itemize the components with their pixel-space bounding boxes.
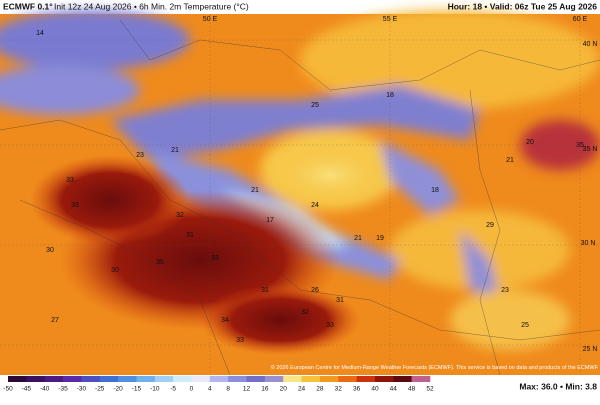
grid-label: 30 N [581, 240, 596, 247]
grid-label: 60 E [573, 16, 588, 23]
grid-label: 25 N [583, 346, 598, 353]
colorbar-label: -50 [3, 386, 13, 393]
temperature-label: 18 [386, 92, 394, 99]
temperature-label: 35 [576, 142, 584, 149]
temperature-label: 23 [501, 287, 509, 294]
colorbar-label: 36 [353, 386, 361, 393]
colorbar-segment [8, 376, 27, 382]
colorbar-segment [209, 376, 229, 382]
colorbar-label: -35 [58, 386, 68, 393]
grid-label: 55 E [383, 16, 398, 23]
temperature-label: 33 [211, 255, 219, 262]
colorbar-label: -20 [113, 386, 123, 393]
colorbar-segment [99, 376, 119, 382]
colorbar-segment [81, 376, 101, 382]
colorbar-segment [154, 376, 174, 382]
colorbar-segment [26, 376, 45, 382]
colorbar-label: 0 [190, 386, 194, 393]
temperature-label: 35 [156, 259, 164, 266]
colorbar-segment [191, 376, 211, 382]
temperature-label: 14 [36, 30, 44, 37]
colorbar-segment [63, 376, 82, 382]
colorbar-label: 32 [335, 386, 343, 393]
colorbar-label: 16 [261, 386, 269, 393]
colorbar-label: -10 [150, 386, 160, 393]
grid-label: 40 N [583, 41, 598, 48]
temperature-label: 25 [521, 322, 529, 329]
temperature-label: 31 [261, 287, 269, 294]
colorbar-label: -5 [170, 386, 176, 393]
model-name: ECMWF 0.1° [3, 1, 53, 11]
colorbar-segment [411, 376, 431, 382]
temperature-label: 21 [171, 147, 179, 154]
temperature-label: 19 [376, 235, 384, 242]
colorbar-segment [173, 376, 192, 382]
temperature-label: 31 [186, 232, 194, 239]
temperature-label: 26 [311, 287, 319, 294]
colorbar-label: 44 [390, 386, 398, 393]
temperature-label: 33 [71, 202, 79, 209]
colorbar-label: 48 [408, 386, 416, 393]
temperature-label: 21 [251, 187, 259, 194]
colorbar-label: 24 [298, 386, 306, 393]
colorbar-label: 40 [371, 386, 379, 393]
temperature-label: 33 [66, 177, 74, 184]
run-info: Init 12z 24 Aug 2026 • 6h Min. 2m Temper… [54, 1, 249, 11]
colorbar-segment [44, 376, 64, 382]
colorbar-label: 28 [316, 386, 324, 393]
temperature-label: 20 [526, 139, 534, 146]
colorbar-label: -25 [95, 386, 105, 393]
colorbar-label: 52 [426, 386, 434, 393]
colorbar-segment [283, 376, 302, 382]
colorbar-segment [319, 376, 339, 382]
colorbar-label: -40 [40, 386, 50, 393]
temperature-label: 34 [221, 317, 229, 324]
colorbar-segment [118, 376, 137, 382]
colorbar-segment [374, 376, 394, 382]
grid-label: 50 E [203, 16, 218, 23]
colorbar-segment [338, 376, 357, 382]
temperature-label: 25 [311, 102, 319, 109]
colorbar-segment [136, 376, 156, 382]
colorbar-label: -45 [22, 386, 32, 393]
colorbar-label: 4 [208, 386, 212, 393]
temperature-label: 32 [301, 309, 309, 316]
temperature-label: 23 [136, 152, 144, 159]
temperature-label: 29 [486, 222, 494, 229]
colorbar-segment [228, 376, 247, 382]
temperature-label: 32 [176, 212, 184, 219]
temperature-label: 21 [354, 235, 362, 242]
colorbar-segment [356, 376, 376, 382]
colorbar-segment [393, 376, 412, 382]
temperature-label: 33 [326, 322, 334, 329]
colorbar-segment [246, 376, 266, 382]
temperature-label: 30 [111, 267, 119, 274]
temperature-label: 17 [266, 217, 274, 224]
temperature-label: 30 [46, 247, 54, 254]
valid-time: Hour: 18 • Valid: 06z Tue 25 Aug 2026 [448, 1, 598, 11]
colorbar-label: -30 [77, 386, 87, 393]
temperature-label: 27 [51, 317, 59, 324]
grid-label: 35 N [583, 146, 598, 153]
colorbar-label: -15 [132, 386, 142, 393]
map [0, 10, 600, 376]
colorbar-segment [264, 376, 284, 382]
temperature-label: 18 [431, 187, 439, 194]
colorbar-label: 12 [243, 386, 251, 393]
temperature-label: 33 [236, 337, 244, 344]
credit: © 2026 European Centre for Medium-Range … [271, 364, 599, 371]
colorbar-segment [301, 376, 321, 382]
temperature-label: 21 [506, 157, 514, 164]
colorbar-label: 8 [226, 386, 230, 393]
temperature-label: 31 [336, 297, 344, 304]
temperature-label: 24 [311, 202, 319, 209]
colorbar-label: 20 [280, 386, 288, 393]
max-min: Max: 36.0 • Min: 3.8 [519, 381, 597, 391]
